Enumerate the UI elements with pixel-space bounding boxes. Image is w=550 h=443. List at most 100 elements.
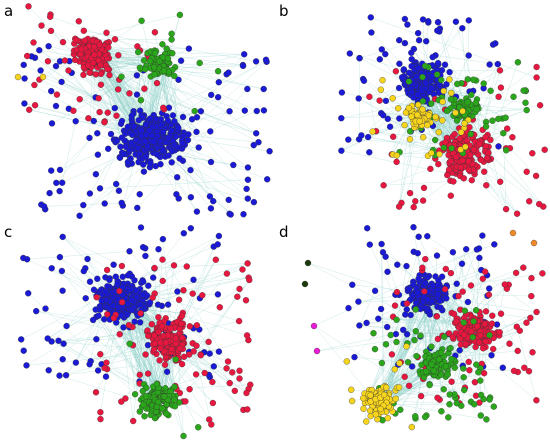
network-node [81, 37, 88, 44]
network-node [209, 399, 217, 407]
edge-group [341, 17, 544, 214]
network-node [178, 320, 185, 327]
network-node [136, 150, 143, 158]
network-node [448, 145, 455, 152]
network-node [176, 345, 183, 352]
network-node [150, 64, 158, 71]
network-node [155, 246, 162, 253]
network-node [434, 281, 442, 289]
network-node [140, 161, 147, 168]
network-node [313, 347, 321, 355]
network-node [21, 75, 28, 82]
network-node [464, 76, 471, 83]
network-node [167, 325, 174, 332]
network-node [382, 50, 389, 58]
network-node [471, 401, 478, 408]
network-edge [313, 248, 480, 327]
network-node [132, 287, 140, 294]
network-node [405, 78, 413, 85]
network-node [389, 95, 396, 102]
network-node [143, 131, 150, 139]
network-node [403, 343, 410, 350]
network-node [31, 81, 38, 89]
network-node [159, 41, 166, 48]
network-edge [51, 268, 97, 298]
network-node [445, 166, 453, 173]
network-node [151, 49, 159, 57]
network-node [451, 364, 458, 371]
network-node [425, 307, 432, 315]
network-node [169, 148, 176, 155]
network-node [446, 76, 453, 83]
network-node [94, 130, 101, 137]
network-node [52, 102, 60, 110]
network-node [527, 314, 534, 322]
network-node [130, 417, 137, 425]
network-node [142, 153, 149, 160]
network-node [141, 413, 148, 420]
network-node [89, 316, 97, 324]
network-node [412, 73, 420, 80]
network-node [370, 330, 377, 337]
network-node [393, 316, 400, 323]
network-node [26, 106, 33, 113]
network-node [422, 280, 429, 287]
network-node [113, 112, 120, 119]
network-node [208, 91, 215, 99]
network-node [180, 287, 187, 294]
network-node [158, 323, 166, 330]
network-node [367, 14, 374, 21]
network-edge [384, 389, 465, 396]
network-node [262, 56, 270, 63]
network-node [236, 375, 243, 382]
network-node [393, 288, 401, 296]
network-node [70, 107, 77, 114]
network-node [260, 107, 268, 114]
network-node [63, 322, 70, 330]
network-node [44, 335, 51, 342]
network-node [435, 129, 442, 136]
network-edge [26, 350, 175, 366]
network-node [170, 262, 178, 269]
network-node [355, 95, 362, 102]
network-node [163, 45, 170, 52]
network-node [364, 225, 371, 232]
network-node [398, 74, 406, 81]
network-node [442, 363, 449, 370]
network-node [107, 130, 115, 138]
panel-label-a: a [4, 2, 14, 20]
network-node [160, 104, 167, 111]
network-node [142, 393, 150, 400]
network-edge [437, 297, 537, 313]
network-node [384, 323, 391, 331]
network-node [236, 367, 243, 374]
network-node [59, 287, 66, 294]
network-node [422, 368, 430, 375]
network-node [465, 17, 472, 24]
network-node [472, 307, 480, 314]
network-node [476, 339, 483, 346]
network-node [415, 101, 422, 109]
network-node [395, 105, 402, 112]
network-node [428, 100, 435, 107]
network-edge [370, 17, 537, 78]
network-node [474, 323, 481, 330]
network-node [425, 18, 432, 25]
network-node [433, 313, 441, 320]
network-node [230, 161, 237, 169]
network-node [36, 47, 43, 54]
network-node [95, 312, 102, 319]
network-edge [68, 68, 141, 109]
network-node [129, 131, 136, 138]
network-node [76, 212, 83, 219]
network-node [137, 224, 145, 231]
network-edge [424, 290, 482, 396]
network-node [128, 139, 135, 146]
network-node [393, 158, 400, 166]
network-node [65, 67, 72, 74]
network-node [412, 198, 419, 205]
network-node [21, 100, 28, 107]
network-node [80, 27, 87, 34]
network-edge [488, 294, 532, 297]
network-node [497, 310, 505, 317]
